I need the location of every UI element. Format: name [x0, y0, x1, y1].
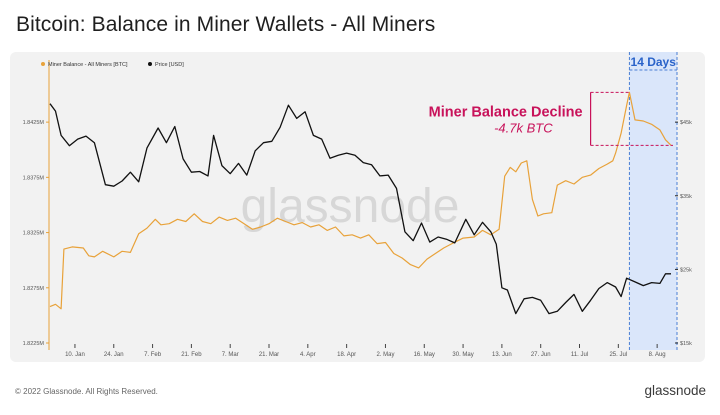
- x-tick-label: 13. Jun: [492, 352, 512, 358]
- x-tick-label: 8. Aug: [649, 352, 666, 358]
- x-tick-label: 4. Apr: [300, 352, 316, 358]
- series-line-price: [49, 103, 671, 315]
- x-tick-label: 16. May: [414, 352, 435, 358]
- footer-brand-logo: glassnode: [644, 383, 706, 398]
- legend-label-miner-balance: Miner Balance - All Miners [BTC]: [48, 62, 128, 68]
- x-tick-label: 25. Jul: [609, 352, 627, 358]
- x-tick-label: 24. Jan: [104, 352, 124, 358]
- x-axis-ticks: 10. Jan 24. Jan 7. Feb 21. Feb 7. Mar 21. Mar…: [65, 344, 666, 358]
- decline-annotation: Miner Balance Decline -4.7k BTC: [429, 91, 673, 146]
- highlight-days-label: 14 Days: [631, 55, 677, 69]
- x-tick-label: 30. May: [452, 352, 473, 358]
- decline-title: Miner Balance Decline: [429, 104, 583, 120]
- right-tick-label: $25k: [680, 267, 692, 273]
- left-tick-label: 1.8425M: [23, 120, 45, 126]
- x-tick-label: 21. Feb: [181, 352, 202, 358]
- x-tick-label: 7. Feb: [144, 352, 162, 358]
- legend-marker-miner-balance: [41, 62, 45, 66]
- footer-copyright: © 2022 Glassnode. All Rights Reserved.: [15, 387, 158, 396]
- legend: Miner Balance - All Miners [BTC] Price […: [41, 62, 184, 68]
- series-line-miner-balance: [49, 91, 672, 310]
- x-tick-label: 18. Apr: [337, 352, 356, 358]
- x-tick-label: 21. Mar: [259, 352, 279, 358]
- left-tick-label: 1.8275M: [23, 286, 45, 292]
- highlight-region: [629, 52, 677, 350]
- x-tick-label: 2. May: [376, 352, 394, 358]
- right-tick-label: $15k: [680, 341, 692, 347]
- left-tick-label: 1.8225M: [23, 341, 45, 347]
- chart: glassnode 14 Days 1.8425M1.8375M1.8325M1…: [23, 52, 692, 358]
- page-title: Bitcoin: Balance in Miner Wallets - All …: [16, 13, 436, 36]
- left-tick-label: 1.8375M: [23, 175, 45, 181]
- right-tick-label: $35k: [680, 194, 692, 200]
- left-tick-label: 1.8325M: [23, 231, 45, 237]
- right-tick-label: $45k: [680, 120, 692, 126]
- watermark: glassnode: [241, 180, 460, 233]
- legend-marker-price: [148, 62, 152, 66]
- x-tick-label: 10. Jan: [65, 352, 85, 358]
- chart-panel: glassnode 14 Days 1.8425M 1.8375M 1.8325M 1…: [10, 52, 705, 362]
- legend-label-price: Price [USD]: [155, 62, 184, 68]
- x-tick-label: 7. Mar: [222, 352, 239, 358]
- right-axis-ticks: $45k $35k $25k $15k: [675, 120, 692, 347]
- left-axis-ticks: 1.8425M 1.8375M 1.8325M 1.8275M 1.8225M: [23, 120, 49, 347]
- x-tick-label: 27. Jun: [531, 352, 551, 358]
- x-tick-label: 11. Jul: [571, 352, 588, 358]
- decline-value: -4.7k BTC: [494, 120, 553, 135]
